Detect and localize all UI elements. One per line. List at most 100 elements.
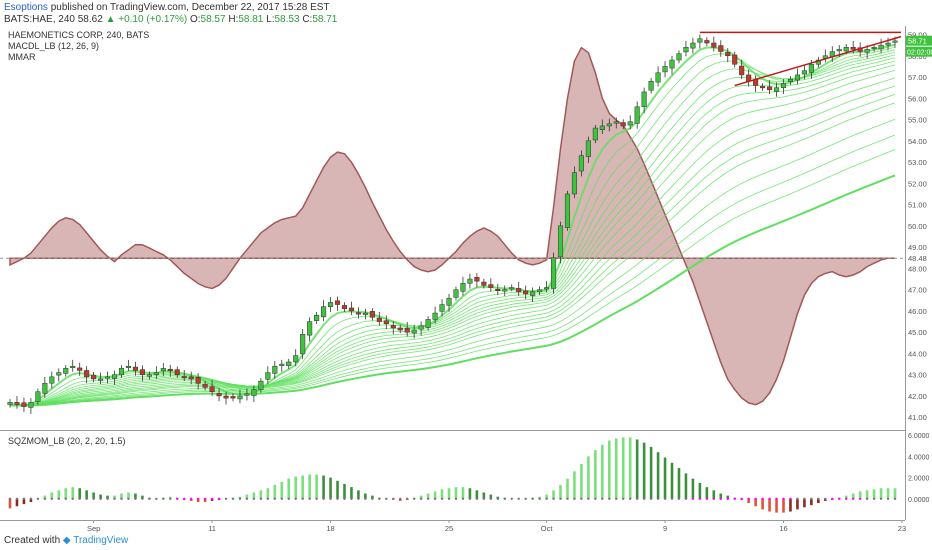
candle-body bbox=[704, 40, 710, 44]
sqz-dot bbox=[782, 497, 785, 501]
sqz-dot bbox=[392, 497, 395, 501]
candle-body bbox=[878, 44, 884, 50]
sqz-dot bbox=[886, 497, 890, 501]
baseline-tag-label: 48.48 bbox=[908, 254, 927, 263]
candle-body bbox=[216, 393, 222, 397]
candle-body bbox=[613, 121, 619, 124]
sqz-dot bbox=[865, 497, 869, 501]
tradingview-brand[interactable]: TradingView bbox=[73, 535, 129, 546]
price-tick-label: 43.00 bbox=[908, 371, 927, 380]
candle-body bbox=[105, 376, 111, 379]
sqz-dot bbox=[280, 497, 283, 501]
sqz-dot bbox=[189, 497, 193, 501]
candle-body bbox=[537, 289, 543, 293]
symbol-title[interactable]: HAEMONETICS CORP, 240, BATS bbox=[8, 30, 150, 40]
sqz-dot bbox=[399, 497, 402, 501]
ohlc-bar: BATS:HAE, 240 58.62 ▲ +0.10 (+0.17%) O:5… bbox=[4, 14, 337, 25]
candle-body bbox=[7, 402, 13, 405]
candle-body bbox=[773, 87, 780, 92]
candle-body bbox=[418, 325, 424, 330]
sqz-dot bbox=[761, 497, 764, 501]
candle-body bbox=[634, 106, 640, 124]
sqz-dot bbox=[85, 497, 88, 501]
candle-body bbox=[599, 125, 605, 131]
candle-body bbox=[328, 302, 334, 307]
candle-body bbox=[502, 289, 508, 292]
candle-body bbox=[369, 311, 375, 318]
candle-body bbox=[864, 49, 870, 53]
high-label: H: bbox=[228, 14, 239, 25]
sqz-dot bbox=[196, 497, 200, 501]
osc-tick-label: 0.0000 bbox=[908, 497, 930, 504]
sqz-dot bbox=[628, 497, 632, 501]
candle-body bbox=[760, 86, 766, 89]
ribbon-ema-60 bbox=[10, 118, 896, 406]
sqz-dot bbox=[754, 497, 757, 501]
sqz-dot bbox=[566, 497, 569, 501]
candle-body bbox=[592, 127, 598, 141]
sqz-dot bbox=[803, 497, 806, 501]
sqz-indicator-label[interactable]: SQZMOM_LB (20, 2, 20, 1.5) bbox=[8, 436, 126, 446]
sqz-dot bbox=[57, 497, 60, 501]
sqz-histogram bbox=[8, 437, 897, 513]
candle-body bbox=[167, 368, 173, 371]
candle-body bbox=[836, 49, 842, 52]
candle-body bbox=[843, 47, 849, 52]
candle-body bbox=[383, 320, 389, 324]
candle-body bbox=[174, 369, 180, 375]
close-value: 58.71 bbox=[312, 14, 338, 25]
ribbon-ema-45 bbox=[10, 93, 896, 406]
candle-body bbox=[564, 193, 571, 228]
sqz-dot bbox=[343, 497, 346, 501]
candle-body bbox=[669, 59, 675, 69]
sqz-dot bbox=[406, 497, 409, 501]
sqz-dot bbox=[183, 497, 186, 501]
sqz-dot bbox=[50, 497, 54, 501]
candles bbox=[7, 34, 898, 414]
candle-body bbox=[84, 370, 90, 378]
symbol-label[interactable]: BATS:HAE, 240 bbox=[4, 14, 75, 25]
sqz-dot bbox=[608, 497, 611, 501]
sqz-dot bbox=[726, 497, 729, 501]
candle-body bbox=[676, 53, 682, 61]
sqz-dot bbox=[169, 497, 172, 501]
candle-body bbox=[195, 377, 201, 384]
created-with-text: Created with bbox=[4, 535, 61, 546]
sqz-dot bbox=[698, 497, 702, 501]
sqz-dot bbox=[273, 497, 277, 501]
publish-info: Esoptions published on TradingView.com, … bbox=[4, 2, 330, 13]
ribbon-ema-100 bbox=[10, 174, 896, 407]
sqz-dot bbox=[426, 497, 430, 501]
sqz-dot bbox=[635, 497, 639, 501]
sqz-dot bbox=[336, 497, 339, 501]
candle-body bbox=[265, 372, 271, 380]
sqz-dot bbox=[92, 497, 95, 501]
candle-body bbox=[397, 327, 403, 331]
last-value: 58.62 bbox=[77, 14, 103, 25]
sqz-dot bbox=[29, 497, 33, 501]
candle-body bbox=[376, 317, 382, 322]
sqz-dot bbox=[789, 497, 792, 501]
sqz-dot bbox=[329, 497, 332, 501]
sqz-dot bbox=[705, 497, 709, 501]
tradingview-logo-icon: ◆ bbox=[62, 535, 71, 546]
time-tick-label: 25 bbox=[445, 524, 453, 533]
candle-body bbox=[460, 283, 466, 292]
candle-body bbox=[14, 402, 20, 405]
mmar-indicator-label[interactable]: MMAR bbox=[8, 52, 36, 62]
sqz-dot bbox=[364, 497, 367, 501]
sqz-dot bbox=[322, 497, 325, 501]
sqz-dot bbox=[245, 497, 249, 501]
sqz-dot bbox=[148, 497, 151, 501]
publisher-link[interactable]: Esoptions bbox=[4, 2, 48, 13]
sqz-dot bbox=[113, 497, 116, 501]
candle-body bbox=[544, 287, 550, 290]
price-tick-label: 46.00 bbox=[908, 307, 927, 316]
candle-body bbox=[425, 319, 431, 328]
candle-body bbox=[341, 305, 348, 310]
macd-indicator-label[interactable]: MACDL_LB (12, 26, 9) bbox=[8, 41, 100, 51]
candle-body bbox=[42, 382, 48, 394]
sqz-dot bbox=[357, 497, 360, 501]
candle-body bbox=[550, 257, 557, 289]
